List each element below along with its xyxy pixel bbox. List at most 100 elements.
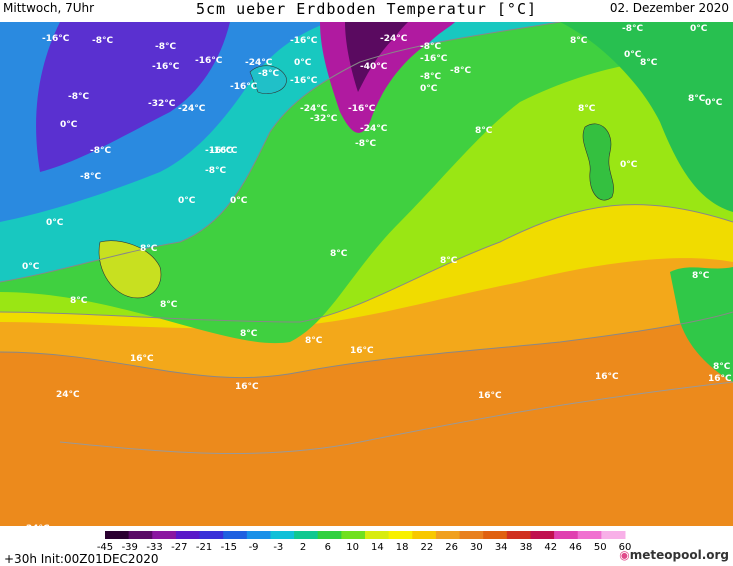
legend-bar (105, 531, 626, 539)
legend-swatch (199, 531, 224, 539)
iceland-land (249, 65, 287, 94)
legend-swatch (294, 531, 319, 539)
legend-tick-label: 10 (346, 542, 359, 553)
isotherm-label: -16°C (290, 36, 318, 46)
isotherm-label: 0°C (620, 160, 638, 170)
legend-swatch (412, 531, 437, 539)
legend-swatch (483, 531, 508, 539)
isotherm-label: -16°C (290, 76, 318, 86)
isotherm-label: 0°C (230, 196, 248, 206)
logo-icon: ◉ (619, 548, 630, 562)
isotherm-0 (0, 22, 561, 283)
isotherm-label: 8°C (440, 256, 458, 266)
hard-frost-band (36, 22, 230, 172)
legend-tick-label: -9 (249, 542, 259, 553)
isotherm-label: 0°C (22, 262, 40, 272)
isotherm-label: -8°C (205, 166, 226, 176)
isotherm-label: -8°C (450, 66, 471, 76)
legend-swatch (435, 531, 461, 539)
isotherm-label: -24°C (380, 34, 408, 44)
isotherm-label: 16°C (708, 374, 732, 384)
isotherm-label: -16°C (152, 62, 180, 72)
isotherm-label: 8°C (640, 58, 658, 68)
legend-swatch (128, 531, 153, 539)
isotherm-label: -8°C (420, 72, 441, 82)
isotherm-label: 0°C (624, 50, 642, 60)
isotherm-label: 8°C (160, 300, 178, 310)
day-time-label: Mittwoch, 7Uhr (3, 1, 95, 15)
isotherm-label: -16°C (210, 146, 238, 156)
meteopool-logo[interactable]: ◉meteopool.org (619, 548, 729, 562)
isotherm-label: -32°C (310, 114, 338, 124)
legend-tick-label: 38 (520, 542, 533, 553)
legend-tick-label: 34 (495, 542, 508, 553)
legend-tick-label: 60 (619, 542, 632, 553)
legend-swatch (506, 531, 531, 539)
header: Mittwoch, 7Uhr 5cm ueber Erdboden Temper… (0, 0, 733, 22)
isotherm-label: 0°C (690, 24, 708, 34)
scandinavia-land (560, 22, 733, 212)
isotherm-label: -16°C (230, 82, 258, 92)
color-legend: -45 -39 -33 -27 -21 -15 -9 -3 2 6 10 14 18 22 26 30 34 38… (97, 531, 632, 553)
isotherm-label: -16°C (205, 146, 233, 156)
isotherm-label: 8°C (240, 329, 258, 339)
isotherm-label: -40°C (360, 62, 388, 72)
isotherm-label: 8°C (688, 94, 706, 104)
footer: -45 -39 -33 -27 -21 -15 -9 -3 2 6 10 14 18 22 26 30 34 38… (0, 526, 733, 566)
isotherm-labels: -16°C -8°C-8°C-16°C-16°C -24°C-8°C-16°C-24… (22, 24, 732, 526)
logo-text: meteopool (629, 548, 702, 562)
isotherm-label: 0°C (294, 58, 312, 68)
legend-swatch (317, 531, 342, 539)
legend-swatch (459, 531, 484, 539)
isotherm-label: 16°C (235, 382, 259, 392)
isotherm-label: -16°C (420, 54, 448, 64)
isotherm-label: 8°C (570, 36, 588, 46)
isotherm-label: 8°C (330, 249, 348, 259)
isotherm-label: -24°C (178, 104, 206, 114)
isotherm-label: -16°C (348, 104, 376, 114)
legend-swatch (530, 531, 555, 539)
newfoundland-land (98, 240, 162, 299)
legend-swatch (223, 531, 248, 539)
isotherm-label: -16°C (195, 56, 223, 66)
legend-tick-label: 46 (569, 542, 582, 553)
iberia-land (670, 267, 733, 382)
legend-tick-label: -45 (97, 542, 113, 553)
isotherm-label: 0°C (178, 196, 196, 206)
legend-tick-label: 18 (396, 542, 409, 553)
map-title: 5cm ueber Erdboden Temperatur [°C] (195, 0, 538, 18)
legend-tick-label: -15 (221, 542, 237, 553)
legend-tick-label: -27 (171, 542, 187, 553)
isotherm-label: 0°C (420, 84, 438, 94)
legend-tick-label: 30 (470, 542, 483, 553)
legend-swatch (175, 531, 201, 539)
temperature-map: -16°C -8°C-8°C-16°C-16°C -24°C-8°C-16°C-24… (0, 22, 733, 526)
legend-tick-label: -39 (122, 542, 138, 553)
legend-tick-label: 26 (445, 542, 458, 553)
isotherm-label: -8°C (355, 139, 376, 149)
isotherm-label: 8°C (692, 271, 710, 281)
legend-swatch (365, 531, 390, 539)
isotherm-label: 0°C (46, 218, 64, 228)
isotherm-label: -24°C (300, 104, 328, 114)
isotherm-16 (0, 311, 733, 379)
legend-swatch (152, 531, 177, 539)
legend-swatch (577, 531, 602, 539)
legend-swatch (601, 531, 626, 539)
isotherm-24 (59, 381, 733, 455)
isotherm-label: 8°C (70, 296, 88, 306)
isotherm-label: 0°C (60, 120, 78, 130)
isotherm-label: -8°C (420, 42, 441, 52)
isotherm-label: -16°C (42, 34, 70, 44)
legend-tick-label: -21 (196, 542, 212, 553)
isotherm-label: 8°C (305, 336, 323, 346)
isotherm-label: -32°C (148, 99, 176, 109)
legend-tick-label: 42 (544, 542, 557, 553)
isotherm-label: -8°C (155, 42, 176, 52)
isotherm-label: 16°C (595, 372, 619, 382)
legend-swatch (270, 531, 295, 539)
legend-tick-label: 6 (325, 542, 331, 553)
legend-swatch (554, 531, 579, 539)
isotherm-label: -8°C (622, 24, 643, 34)
legend-ticks: -45 -39 -33 -27 -21 -15 -9 -3 2 6 10 14 18 22 26 30 34 38… (97, 542, 632, 553)
